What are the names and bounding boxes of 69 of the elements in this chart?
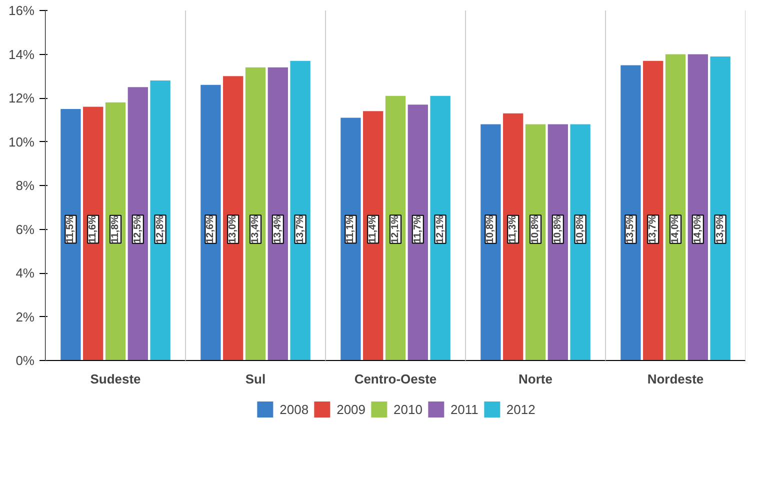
data-label: 10,8% — [552, 214, 564, 244]
data-label: 14,0% — [670, 214, 681, 244]
data-label: 14,0% — [692, 214, 704, 244]
bar — [245, 67, 266, 360]
bar — [60, 108, 81, 360]
x-tick-label: Centro-Oeste — [354, 372, 437, 386]
data-label: 11,8% — [110, 215, 121, 244]
legend-label: 2012 — [506, 402, 536, 416]
bar — [385, 96, 406, 360]
bar — [200, 84, 221, 360]
legend-label: 2010 — [394, 402, 422, 416]
bar — [480, 124, 501, 360]
bar — [340, 118, 361, 360]
data-label: 13,9% — [714, 214, 726, 244]
bar — [290, 60, 310, 360]
bar — [408, 104, 428, 360]
bar — [268, 67, 288, 360]
x-tick-label: Sul — [245, 372, 266, 386]
y-tick-label: 14% — [8, 46, 35, 62]
y-tick-label: 6% — [16, 222, 35, 237]
y-tick-label: 4% — [16, 266, 35, 280]
data-label: 13,4% — [250, 214, 261, 244]
data-label: 13,7% — [648, 214, 659, 244]
y-tick-label: 16% — [8, 3, 35, 18]
y-tick-label: 2% — [16, 309, 35, 324]
legend-label: 2009 — [336, 402, 366, 416]
bar — [150, 80, 170, 360]
legend-label: 2008 — [280, 402, 309, 416]
bar — [548, 124, 568, 360]
data-label: 10,8% — [530, 214, 541, 244]
data-label: 13,5% — [625, 214, 636, 244]
data-label: 12,1% — [434, 214, 446, 244]
x-tick-label: Norte — [518, 372, 552, 386]
data-label: 11,6% — [88, 215, 99, 244]
bar — [688, 54, 708, 360]
bar — [363, 111, 384, 360]
legend-label: 2011 — [450, 402, 478, 416]
data-label: 13,7% — [294, 214, 306, 244]
data-label: 10,8% — [485, 214, 496, 244]
bar — [83, 106, 104, 360]
data-label: 10,8% — [574, 214, 586, 244]
data-label: 11,7% — [412, 215, 424, 244]
x-tick-label: Sudeste — [90, 372, 141, 386]
bar — [525, 124, 546, 360]
data-label: 12,6% — [205, 214, 216, 244]
bar — [620, 65, 641, 360]
data-label: 11,4% — [368, 215, 379, 244]
bar — [128, 87, 148, 360]
data-label: 13,0% — [228, 214, 239, 244]
bar — [570, 124, 590, 360]
y-tick-label: 12% — [8, 90, 35, 106]
y-tick-label: 10% — [8, 134, 35, 150]
data-label: 12,1% — [390, 214, 401, 244]
data-label: 12,8% — [154, 214, 166, 244]
data-label: 11,1% — [345, 215, 356, 244]
data-label: 12,5% — [132, 214, 144, 244]
bar — [223, 76, 244, 360]
bar — [643, 60, 664, 360]
data-label: 11,5% — [65, 215, 76, 244]
bar — [430, 96, 450, 360]
bar — [503, 113, 524, 360]
bar — [710, 56, 730, 360]
y-tick-label: 8% — [16, 178, 35, 193]
x-tick-label: Nordeste — [647, 372, 704, 386]
y-tick-label: 0% — [16, 353, 35, 368]
data-label: 11,3% — [508, 215, 519, 244]
data-label: 13,4% — [272, 214, 284, 244]
bar — [665, 54, 686, 360]
bar — [105, 102, 126, 360]
